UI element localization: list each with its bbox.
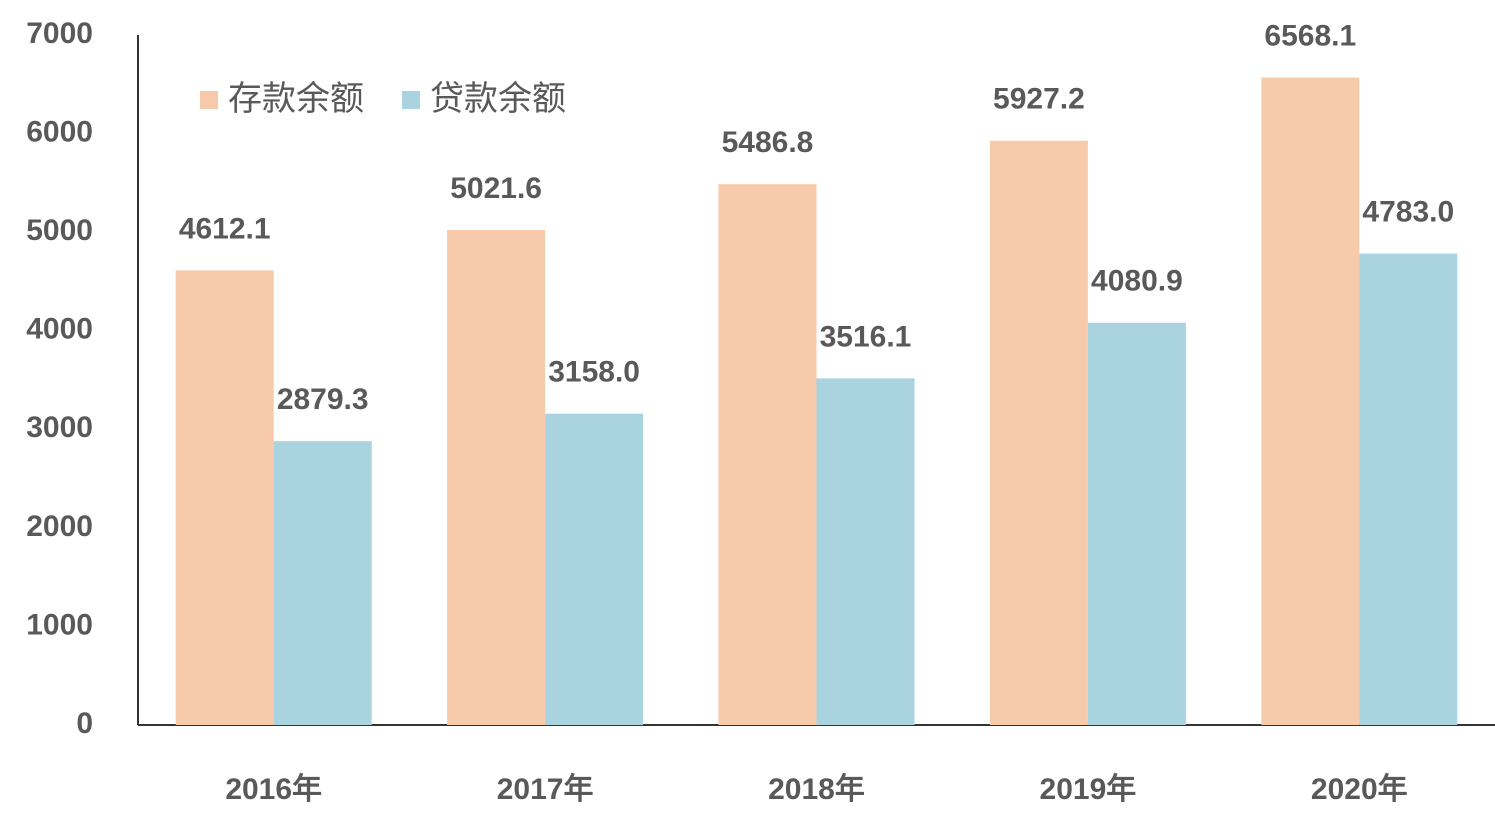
x-tick-label: 2018年 [768,773,865,806]
bar [1087,322,1186,725]
legend-label: 贷款余额 [430,80,566,118]
legend-label: 存款余额 [228,80,364,118]
y-tick-label: 6000 [26,115,93,148]
value-label: 2879.3 [277,383,369,416]
bar [447,230,546,725]
y-tick-label: 5000 [26,214,93,247]
bar [545,413,644,725]
x-tick-label: 2019年 [1040,773,1137,806]
value-label: 4783.0 [1362,195,1454,228]
value-label: 3158.0 [548,356,640,389]
y-tick-label: 1000 [26,608,93,641]
bar [989,140,1088,725]
value-label: 5021.6 [450,172,542,205]
x-tick-label: 2016年 [225,773,322,806]
value-label: 4080.9 [1091,265,1183,298]
value-label: 5486.8 [722,126,814,159]
y-tick-label: 0 [76,707,93,740]
y-tick-label: 2000 [26,510,93,543]
bar [273,441,372,725]
value-label: 4612.1 [179,212,271,245]
y-tick-label: 7000 [26,17,93,50]
bar [816,378,915,725]
value-label: 5927.2 [993,83,1085,116]
y-tick-label: 3000 [26,411,93,444]
value-label: 3516.1 [820,320,912,353]
value-label: 6568.1 [1264,19,1356,52]
bar [1359,253,1458,726]
bar [1261,77,1360,725]
x-tick-label: 2017年 [497,773,594,806]
bar [718,184,817,726]
bar [175,270,274,725]
legend-swatch [200,91,218,109]
legend-swatch [402,91,420,109]
y-tick-label: 4000 [26,313,93,346]
x-tick-label: 2020年 [1311,773,1408,806]
